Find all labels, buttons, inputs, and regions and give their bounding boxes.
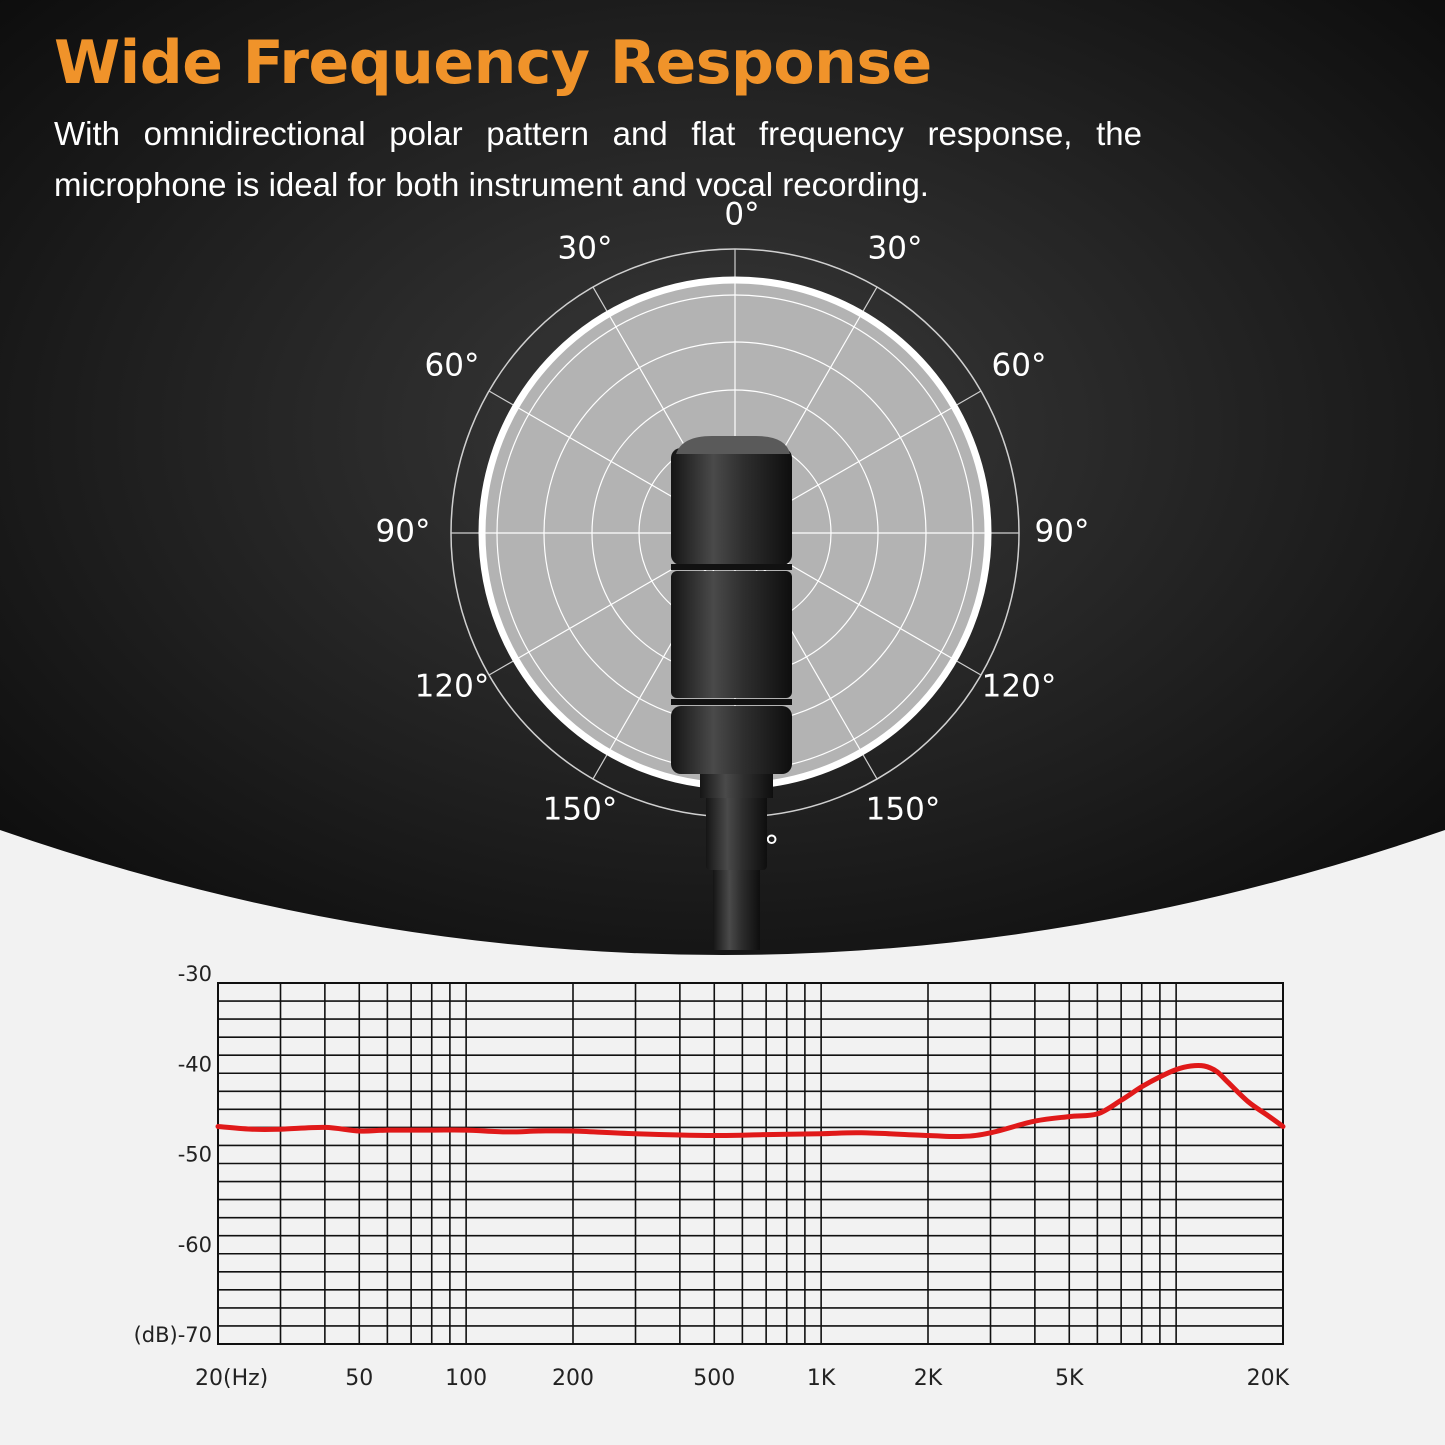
y-tick-label: -50 [178,1143,212,1167]
x-tick-label: 20(Hz) [195,1366,268,1391]
response-series-line [215,1062,1286,1140]
polar-angle-label: 150° [543,792,618,828]
polar-angle-label: 150° [866,792,941,828]
y-tick-label: -30 [178,962,212,986]
x-tick-label: 100 [445,1366,487,1391]
polar-angle-label: 0° [724,197,759,233]
x-tick-label: 500 [693,1366,735,1391]
x-tick-label: 20K [1247,1366,1290,1391]
polar-angle-label: 30° [868,231,923,267]
microphone-icon [671,436,792,950]
polar-angle-label: 90° [1035,514,1090,550]
x-axis-tick-labels: 20(Hz) 50 100 200 500 1K 2K 5K 20K [195,1366,1290,1391]
polar-angle-label: 60° [992,348,1047,384]
x-tick-label: 5K [1055,1366,1084,1391]
y-tick-label: -60 [178,1233,212,1257]
chart-grid [217,982,1284,1345]
polar-angle-label: 120° [982,669,1057,705]
y-tick-label: (dB)-70 [134,1323,212,1347]
x-tick-label: 50 [345,1366,373,1391]
x-tick-label: 200 [552,1366,594,1391]
polar-angle-label: 120° [415,669,490,705]
y-tick-label: -40 [178,1052,212,1076]
polar-angle-label: 30° [558,231,613,267]
y-axis-tick-labels: -30 -40 -50 -60 (dB)-70 [134,962,212,1347]
x-tick-label: 2K [914,1366,943,1391]
page-subtitle: With omnidirectional polar pattern and f… [54,115,1142,203]
x-tick-label: 1K [807,1366,836,1391]
page-title: Wide Frequency Response [54,28,932,98]
polar-angle-label: 60° [425,348,480,384]
polar-angle-label: 90° [376,514,431,550]
